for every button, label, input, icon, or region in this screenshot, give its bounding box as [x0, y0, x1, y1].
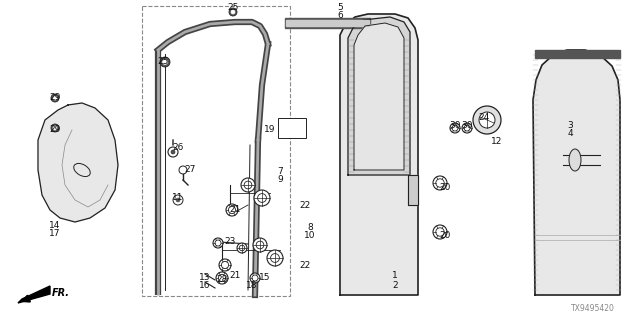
Circle shape	[215, 240, 221, 246]
Text: 25: 25	[157, 58, 169, 67]
Text: 25: 25	[227, 4, 239, 12]
Circle shape	[433, 176, 447, 190]
Text: 1: 1	[392, 270, 398, 279]
Circle shape	[271, 253, 280, 262]
Text: 28: 28	[216, 276, 228, 284]
Text: 22: 22	[300, 201, 310, 210]
Circle shape	[160, 57, 170, 67]
Text: TX9495420: TX9495420	[571, 304, 615, 313]
Text: 11: 11	[172, 194, 184, 203]
Text: 21: 21	[229, 205, 241, 214]
Text: 23: 23	[224, 237, 236, 246]
Circle shape	[163, 60, 168, 65]
Circle shape	[226, 204, 238, 216]
Circle shape	[253, 238, 267, 252]
Polygon shape	[533, 50, 620, 295]
Circle shape	[176, 198, 180, 202]
Circle shape	[239, 245, 244, 251]
Circle shape	[464, 125, 470, 131]
Circle shape	[433, 225, 447, 239]
Circle shape	[462, 123, 472, 133]
Circle shape	[244, 181, 252, 189]
Text: 29: 29	[49, 125, 61, 134]
Text: 20: 20	[439, 183, 451, 193]
Circle shape	[252, 275, 258, 281]
Polygon shape	[535, 50, 620, 58]
Text: 24: 24	[478, 114, 490, 123]
Circle shape	[168, 147, 178, 157]
Text: 4: 4	[567, 129, 573, 138]
Text: 14: 14	[49, 220, 61, 229]
Ellipse shape	[569, 149, 581, 171]
Circle shape	[231, 10, 235, 14]
Circle shape	[218, 274, 226, 282]
Text: 12: 12	[492, 138, 502, 147]
Text: 13: 13	[199, 274, 211, 283]
Circle shape	[51, 94, 59, 102]
Circle shape	[237, 243, 247, 253]
Circle shape	[256, 241, 264, 249]
Circle shape	[171, 150, 175, 154]
Polygon shape	[354, 23, 404, 170]
Text: FR.: FR.	[52, 288, 70, 298]
Polygon shape	[285, 18, 370, 28]
Circle shape	[267, 250, 283, 266]
Circle shape	[213, 238, 223, 248]
Bar	[142, 6, 290, 296]
Text: 18: 18	[246, 282, 258, 291]
Polygon shape	[38, 103, 118, 222]
Circle shape	[179, 166, 187, 174]
Polygon shape	[18, 286, 50, 303]
Text: 7: 7	[277, 167, 283, 177]
Text: 21: 21	[229, 270, 241, 279]
Polygon shape	[340, 14, 418, 295]
Circle shape	[479, 112, 495, 128]
Circle shape	[53, 96, 57, 100]
Text: 20: 20	[439, 230, 451, 239]
Circle shape	[258, 194, 266, 203]
Text: 30: 30	[449, 121, 461, 130]
Text: 5: 5	[337, 4, 343, 12]
Text: 6: 6	[337, 12, 343, 20]
Text: 29: 29	[49, 93, 61, 102]
Text: 27: 27	[184, 165, 196, 174]
Text: 3: 3	[567, 121, 573, 130]
Circle shape	[452, 125, 458, 131]
Text: 30: 30	[461, 121, 473, 130]
Polygon shape	[348, 17, 410, 175]
Text: 8: 8	[307, 223, 313, 233]
Text: 26: 26	[172, 143, 184, 153]
Text: 9: 9	[277, 175, 283, 185]
Circle shape	[250, 273, 260, 283]
Circle shape	[173, 195, 183, 205]
Text: 15: 15	[259, 274, 271, 283]
Bar	[278, 118, 306, 138]
Circle shape	[228, 206, 236, 214]
Circle shape	[241, 178, 255, 192]
Text: 22: 22	[300, 260, 310, 269]
Text: 16: 16	[199, 282, 211, 291]
Text: 19: 19	[264, 125, 276, 134]
Circle shape	[473, 106, 501, 134]
Circle shape	[221, 261, 228, 268]
Circle shape	[219, 259, 231, 271]
Circle shape	[229, 8, 237, 16]
Circle shape	[254, 190, 270, 206]
Circle shape	[216, 272, 228, 284]
Circle shape	[436, 179, 444, 187]
Polygon shape	[286, 20, 369, 26]
Circle shape	[436, 228, 444, 236]
Text: 17: 17	[49, 228, 61, 237]
Polygon shape	[408, 175, 418, 205]
Circle shape	[450, 123, 460, 133]
Text: 2: 2	[392, 281, 398, 290]
Circle shape	[51, 124, 59, 132]
Circle shape	[53, 126, 57, 130]
Text: 10: 10	[304, 231, 316, 241]
